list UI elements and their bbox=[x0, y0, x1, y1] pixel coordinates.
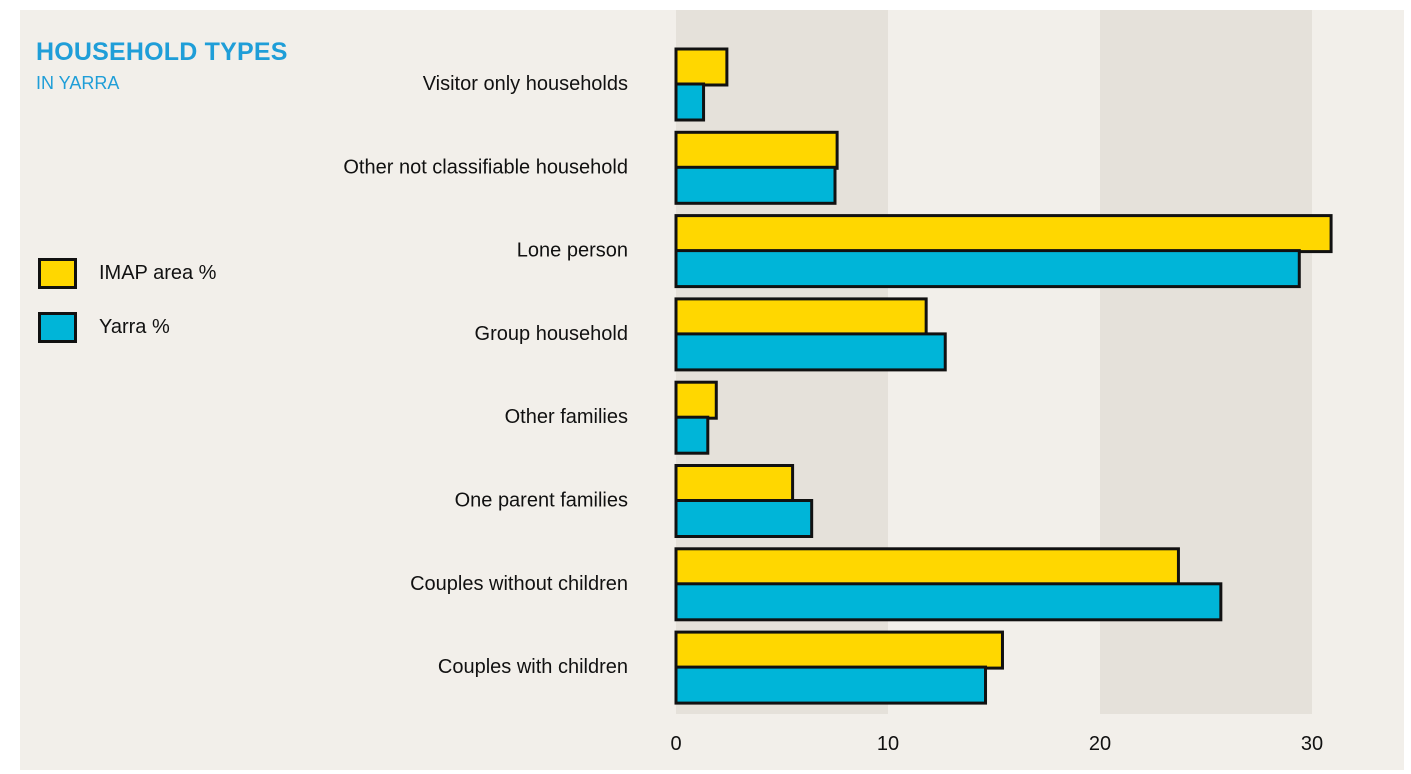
category-label: One parent families bbox=[455, 490, 628, 512]
chart-subtitle: IN YARRA bbox=[36, 73, 120, 93]
x-tick-label: 30 bbox=[1301, 733, 1323, 755]
bar-imap bbox=[674, 47, 729, 87]
x-tick-label: 0 bbox=[670, 733, 681, 755]
category-label: Other families bbox=[505, 406, 628, 428]
category-label: Visitor only households bbox=[423, 73, 628, 95]
legend-item-imap: IMAP area % bbox=[38, 256, 216, 290]
bar-imap bbox=[674, 547, 1180, 587]
legend-item-yarra: Yarra % bbox=[38, 310, 170, 344]
x-tick-label: 20 bbox=[1089, 733, 1111, 755]
bar-yarra bbox=[674, 499, 814, 538]
bar-imap bbox=[674, 130, 839, 170]
bar-imap bbox=[674, 214, 1333, 254]
bar-yarra bbox=[674, 82, 706, 122]
category-label: Couples without children bbox=[410, 573, 628, 595]
x-tick-label: 10 bbox=[877, 733, 899, 755]
legend-swatch-imap bbox=[38, 257, 77, 289]
legend-swatch-yarra bbox=[38, 311, 77, 343]
category-label: Lone person bbox=[517, 240, 628, 262]
category-label: Group household bbox=[475, 323, 628, 345]
bar-yarra bbox=[674, 249, 1301, 289]
bar-imap bbox=[674, 380, 718, 420]
legend-label-yarra: Yarra % bbox=[99, 315, 170, 338]
bar-yarra bbox=[674, 665, 988, 705]
bar-imap bbox=[674, 464, 795, 503]
category-label: Couples with children bbox=[438, 656, 628, 678]
legend-label-imap: IMAP area % bbox=[99, 261, 217, 284]
bar-yarra bbox=[674, 165, 837, 205]
bar-yarra bbox=[674, 582, 1223, 622]
bar-yarra bbox=[674, 415, 710, 455]
category-label: Other not classifiable household bbox=[343, 156, 628, 178]
bar-imap bbox=[674, 630, 1004, 670]
bar-yarra bbox=[674, 332, 947, 372]
bar-imap bbox=[674, 297, 928, 337]
chart-title: HOUSEHOLD TYPES bbox=[36, 38, 288, 66]
